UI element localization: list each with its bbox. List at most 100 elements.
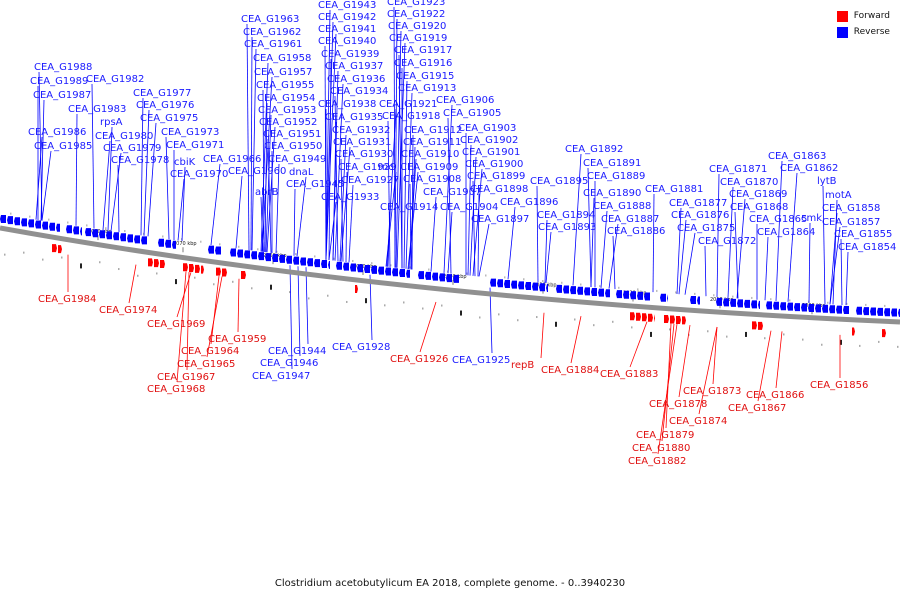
- forward-gene-arrow: [154, 259, 159, 268]
- reverse-gene-arrow: [822, 304, 828, 313]
- minor-tick: [124, 230, 126, 233]
- minor-tick: [789, 299, 791, 302]
- reverse-gene-arrow: [49, 222, 55, 231]
- reverse-leader-line: [289, 265, 293, 370]
- reverse-gene-label: CEA_G1922: [387, 9, 445, 20]
- reverse-gene-label: CEA_G1945: [286, 179, 344, 190]
- reverse-leader-line: [265, 114, 272, 253]
- minor-tick: [669, 328, 671, 331]
- reverse-leader-line: [447, 211, 453, 274]
- reverse-leader-line: [332, 121, 337, 261]
- minor-tick: [884, 304, 886, 307]
- forward-gene-label: CEA_G1856: [810, 380, 868, 391]
- reverse-gene-arrow: [392, 268, 398, 277]
- reverse-gene-label: CEA_G1977: [133, 88, 191, 99]
- reverse-gene-label: CEA_G1908: [403, 174, 461, 185]
- reverse-gene-label: CEA_G1875: [677, 223, 735, 234]
- forward-gene-label: CEA_G1878: [649, 399, 707, 410]
- reverse-gene-label: CEA_G1955: [256, 80, 314, 91]
- reverse-gene-label: CEA_G1946: [260, 358, 318, 369]
- forward-leader-line: [128, 264, 137, 304]
- minor-tick: [656, 289, 658, 292]
- forward-gene-arrow: [201, 265, 204, 274]
- reverse-gene-label: CEA_G1970: [170, 169, 228, 180]
- reverse-leader-line: [140, 97, 144, 236]
- forward-gene-arrow: [52, 244, 57, 253]
- reverse-gene-label: CEA_G1980: [95, 131, 153, 142]
- reverse-gene-arrow: [794, 303, 800, 312]
- minor-tick: [517, 319, 519, 322]
- minor-tick: [707, 330, 709, 333]
- reverse-leader-line: [334, 95, 339, 262]
- reverse-gene-label: CEA_G1898: [470, 184, 528, 195]
- minor-tick: [561, 281, 563, 284]
- minor-tick: [270, 284, 272, 290]
- reverse-gene-arrow: [258, 252, 264, 261]
- reverse-gene-arrow: [321, 259, 327, 268]
- reverse-gene-label: CEA_G1947: [252, 371, 310, 382]
- reverse-leader-line: [394, 18, 398, 268]
- reverse-gene-arrow: [556, 284, 562, 293]
- reverse-gene-arrow: [0, 215, 6, 223]
- minor-tick: [118, 268, 120, 271]
- forward-gene-label: CEA_G1873: [683, 386, 741, 397]
- reverse-gene-label: CEA_G1987: [33, 90, 91, 101]
- reverse-gene-arrow: [751, 300, 757, 309]
- minor-tick: [523, 278, 525, 281]
- reverse-gene-label: CEA_G1971: [166, 140, 224, 151]
- reverse-gene-label: CEA_G1941: [318, 24, 376, 35]
- reverse-gene-label: CEA_G1855: [834, 229, 892, 240]
- forward-gene-label: CEA_G1882: [628, 456, 686, 467]
- reverse-gene-label: CEA_G1931: [333, 137, 391, 148]
- reverse-gene-arrow: [357, 264, 363, 273]
- reverse-gene-arrow: [584, 287, 590, 296]
- reverse-leader-line: [325, 9, 331, 260]
- minor-tick: [827, 301, 829, 304]
- reverse-gene-label: CEA_G1934: [330, 86, 388, 97]
- reverse-leader-line: [260, 196, 264, 252]
- forward-leader-line: [570, 316, 582, 364]
- minor-tick: [232, 280, 234, 283]
- reverse-gene-arrow: [7, 216, 13, 225]
- minor-tick: [333, 257, 335, 260]
- reverse-leader-line: [117, 164, 120, 233]
- minor-tick: [99, 261, 101, 264]
- reverse-gene-label: CEA_G1903: [458, 123, 516, 134]
- reverse-gene-arrow: [172, 240, 176, 249]
- reverse-gene-arrow: [21, 218, 27, 227]
- reverse-gene-label: CEA_G1923: [387, 0, 445, 8]
- reverse-leader-line: [652, 193, 655, 293]
- reverse-gene-label: CEA_G1858: [822, 203, 880, 214]
- reverse-leader-line: [387, 120, 391, 268]
- reverse-leader-line: [808, 222, 811, 304]
- forward-gene-arrow: [758, 321, 763, 330]
- reverse-gene-label: CEA_G1940: [318, 36, 376, 47]
- forward-gene-label: CEA_G1883: [600, 369, 658, 380]
- reverse-gene-arrow: [808, 303, 814, 312]
- reverse-gene-arrow: [511, 280, 517, 289]
- reverse-gene-arrow: [758, 300, 760, 309]
- forward-gene-arrow: [183, 263, 188, 272]
- minor-tick: [390, 264, 392, 267]
- minor-tick: [593, 324, 595, 327]
- minor-tick: [86, 224, 88, 227]
- reverse-gene-arrow: [490, 278, 496, 287]
- reverse-gene-label: abrB: [255, 187, 279, 198]
- minor-tick: [821, 343, 823, 346]
- gene-labels: CEA_G1988 CEA_G1989 CEA_G1987 CEA_G1986 CEA_…: [28, 0, 896, 467]
- forward-leader-line: [206, 276, 223, 358]
- forward-gene-label: CEA_G1965: [177, 359, 235, 370]
- minor-tick: [175, 279, 177, 285]
- reverse-gene-label: CEA_G1937: [325, 61, 383, 72]
- reverse-gene-arrow: [113, 232, 119, 241]
- reverse-leader-line: [262, 89, 265, 252]
- reverse-leader-line: [325, 33, 337, 260]
- legend-forward: Forward: [836, 8, 890, 24]
- reverse-gene-label: lytB: [817, 176, 837, 187]
- reverse-gene-label: CEA_G1891: [583, 158, 641, 169]
- reverse-leader-line: [267, 138, 272, 253]
- reverse-gene-arrow: [42, 221, 48, 230]
- forward-gene-label: CEA_G1866: [746, 390, 804, 401]
- forward-gene-label: CEA_G1968: [147, 384, 205, 395]
- reverse-leader-line: [545, 231, 552, 283]
